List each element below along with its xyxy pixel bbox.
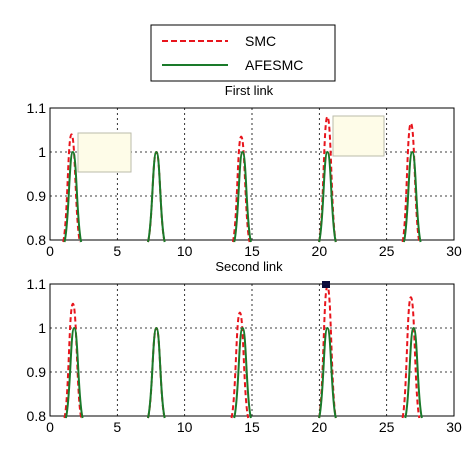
marker-square: [322, 281, 330, 288]
y-tick-label: 1: [38, 320, 46, 336]
x-tick-label: 30: [446, 419, 462, 435]
y-tick-label: 1: [38, 144, 46, 160]
y-tick-label: 0.9: [27, 364, 47, 380]
y-tick-label: 0.8: [27, 408, 47, 424]
subplot-second-link: Second link 0 5 10 15 20 25 30 0.8 0.9 1 1.1: [27, 259, 462, 435]
annotation-box: [78, 133, 131, 172]
x-tick-label: 25: [379, 243, 395, 259]
y-tick-label: 1.1: [27, 100, 47, 116]
x-tick-label: 5: [113, 419, 121, 435]
y-tick-label: 1.1: [27, 276, 47, 292]
annotation-box: [333, 116, 384, 156]
x-tick-label: 0: [46, 243, 54, 259]
subplot-title: First link: [225, 83, 274, 98]
legend-box: [151, 25, 335, 81]
x-tick-label: 15: [244, 243, 260, 259]
x-tick-label: 30: [446, 243, 462, 259]
x-tick-label: 15: [244, 419, 260, 435]
x-tick-label: 10: [177, 243, 193, 259]
x-tick-label: 25: [379, 419, 395, 435]
legend: SMC AFESMC: [151, 25, 335, 81]
x-tick-label: 0: [46, 419, 54, 435]
legend-smc-label: SMC: [245, 33, 276, 49]
x-tick-label: 20: [312, 243, 328, 259]
y-tick-label: 0.9: [27, 188, 47, 204]
legend-afesmc-label: AFESMC: [245, 57, 303, 73]
subplot-first-link: First link 0 5 10 15 20 25 30 0.8 0.9 1 1.1: [27, 83, 462, 259]
x-tick-label: 20: [312, 419, 328, 435]
x-tick-label: 5: [113, 243, 121, 259]
x-tick-label: 10: [177, 419, 193, 435]
y-tick-label: 0.8: [27, 232, 47, 248]
subplot-title: Second link: [215, 259, 283, 274]
